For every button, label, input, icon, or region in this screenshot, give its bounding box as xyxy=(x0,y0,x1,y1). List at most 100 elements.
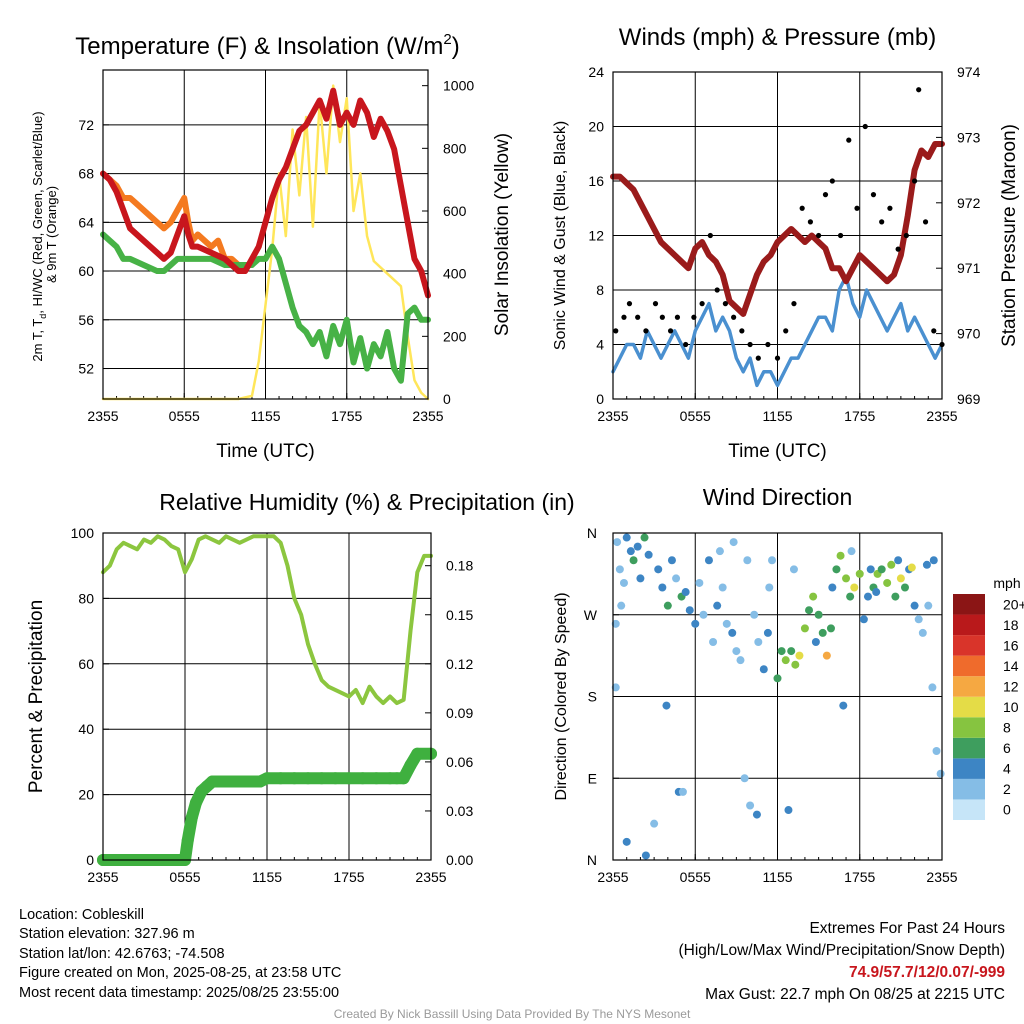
dir-point xyxy=(722,619,731,628)
dir-point xyxy=(907,563,916,572)
wind-series-2-point xyxy=(854,205,860,211)
colorbar-swatch xyxy=(953,696,985,718)
colorbar-label: mph xyxy=(993,575,1020,591)
dir-point xyxy=(667,556,676,565)
wind-series-2-point xyxy=(739,328,745,334)
wind-xtick-label: 0555 xyxy=(680,408,711,424)
dir-point xyxy=(894,556,903,565)
rh-y2tick-label: 0.12 xyxy=(446,656,473,672)
temp-xtick-label: 1155 xyxy=(250,408,280,424)
dir-point xyxy=(887,560,896,569)
wind-series-2-point xyxy=(765,341,771,348)
dir-point xyxy=(736,656,745,665)
rh-y2tick-label: 0.00 xyxy=(446,852,473,868)
temp-y2tick-label: 400 xyxy=(443,266,467,282)
wind-y2tick-label: 971 xyxy=(957,260,981,276)
wind-series-2-point xyxy=(879,219,885,225)
temp-ytick-label: 72 xyxy=(78,117,94,133)
dir-point xyxy=(654,565,663,574)
dir-point xyxy=(704,556,713,565)
wind-series-2-point xyxy=(747,341,753,348)
rh-xtick-label: 2355 xyxy=(415,869,446,885)
dir-point xyxy=(936,769,945,778)
wind-ytick-label: 12 xyxy=(588,228,604,244)
wind-series-2-point xyxy=(613,328,619,334)
dir-point xyxy=(805,606,814,615)
rh-y2tick-label: 0.09 xyxy=(446,705,473,721)
colorbar-tick-label: 12 xyxy=(1003,678,1019,694)
dir-point xyxy=(752,810,761,819)
dir-point xyxy=(613,538,622,547)
dir-point xyxy=(663,601,672,610)
temp-ytick-label: 64 xyxy=(78,214,94,230)
dir-point xyxy=(743,556,752,565)
wind-series-2-point xyxy=(659,314,665,320)
wind-series-2-point xyxy=(755,355,761,361)
rh-y2tick-label: 0.06 xyxy=(446,754,473,770)
temp-y2tick-label: 200 xyxy=(443,328,467,344)
dir-point xyxy=(850,583,859,592)
wind-xlabel: Time (UTC) xyxy=(728,441,827,462)
dir-point xyxy=(832,565,841,574)
wind-series-2-point xyxy=(626,301,633,307)
wind-series-2-point xyxy=(862,123,868,130)
temp-ylabel-line2: & 9m T (Orange) xyxy=(44,186,59,283)
dir-xtick-label: 0555 xyxy=(680,869,711,885)
wind-y2tick-label: 974 xyxy=(957,64,981,80)
dir-point xyxy=(811,638,820,646)
colorbar-tick-label: 10 xyxy=(1003,699,1019,715)
wind-series-2-point xyxy=(822,192,829,198)
dir-point xyxy=(622,837,631,846)
location-text: Location: Cobleskill xyxy=(19,907,144,923)
station-info: Location: Cobleskill Station elevation: … xyxy=(19,906,341,1003)
temp-ylabel-part2: , HI/WC (Red, Green, Scarlet/Blue) xyxy=(30,111,45,313)
dir-point xyxy=(611,619,620,628)
dir-point xyxy=(891,592,900,601)
figure-created-text: Figure created on Mon, 2025-08-25, at 23… xyxy=(19,965,342,982)
temp-title-suffix: ) xyxy=(452,33,460,60)
wind-series-2-point xyxy=(652,301,659,307)
colorbar-swatch xyxy=(953,635,985,656)
colorbar-swatch xyxy=(953,655,985,677)
dir-point xyxy=(872,588,881,597)
wind-y2tick-label: 969 xyxy=(957,391,981,407)
dir-xtick-label: 2355 xyxy=(926,869,957,885)
dir-point xyxy=(818,628,827,637)
colorbar-tick-label: 0 xyxy=(1003,802,1011,818)
dir-point xyxy=(636,574,645,583)
wind-series-2-point xyxy=(846,137,852,143)
dir-point xyxy=(924,601,933,610)
dir-ytick-label: S xyxy=(588,689,597,705)
wind-series-2-point xyxy=(870,192,877,198)
recent-data-text: Most recent data timestamp: 2025/08/25 2… xyxy=(19,984,340,1001)
wind-series-2-point xyxy=(667,328,674,334)
temp-y2tick-label: 800 xyxy=(443,140,467,156)
dir-title: Wind Direction xyxy=(703,484,853,510)
dir-point xyxy=(695,578,704,587)
dir-xtick-label: 1155 xyxy=(762,869,792,885)
rh-xtick-label: 2355 xyxy=(87,869,118,885)
dir-point xyxy=(910,601,919,610)
dir-point xyxy=(640,533,649,542)
dir-point xyxy=(800,624,809,633)
colorbar-tick-label: 20+ xyxy=(1003,596,1024,612)
wind-series-2-point xyxy=(829,178,835,184)
temp-y2tick-label: 1000 xyxy=(443,78,474,94)
dir-point xyxy=(615,565,624,574)
dir-point xyxy=(685,606,694,615)
rh-ytick-label: 80 xyxy=(78,590,94,606)
temp-xtick-label: 2355 xyxy=(87,408,118,424)
rh-ylabel: Percent & Precipitation xyxy=(26,600,47,793)
colorbar-swatch xyxy=(953,594,985,615)
dir-ytick-label: W xyxy=(584,607,598,623)
wind-xtick-label: 2355 xyxy=(597,408,628,424)
dir-point xyxy=(787,647,796,656)
temp-y2tick-label: 600 xyxy=(443,203,467,219)
temp-title-main: Temperature (F) & Insolation (W/m xyxy=(75,33,443,60)
colorbar-tick-label: 6 xyxy=(1003,740,1011,756)
dir-point xyxy=(728,628,737,637)
dir-point xyxy=(847,547,856,556)
wind-series-1-line xyxy=(610,140,945,317)
wind-xtick-label: 1155 xyxy=(762,408,792,424)
